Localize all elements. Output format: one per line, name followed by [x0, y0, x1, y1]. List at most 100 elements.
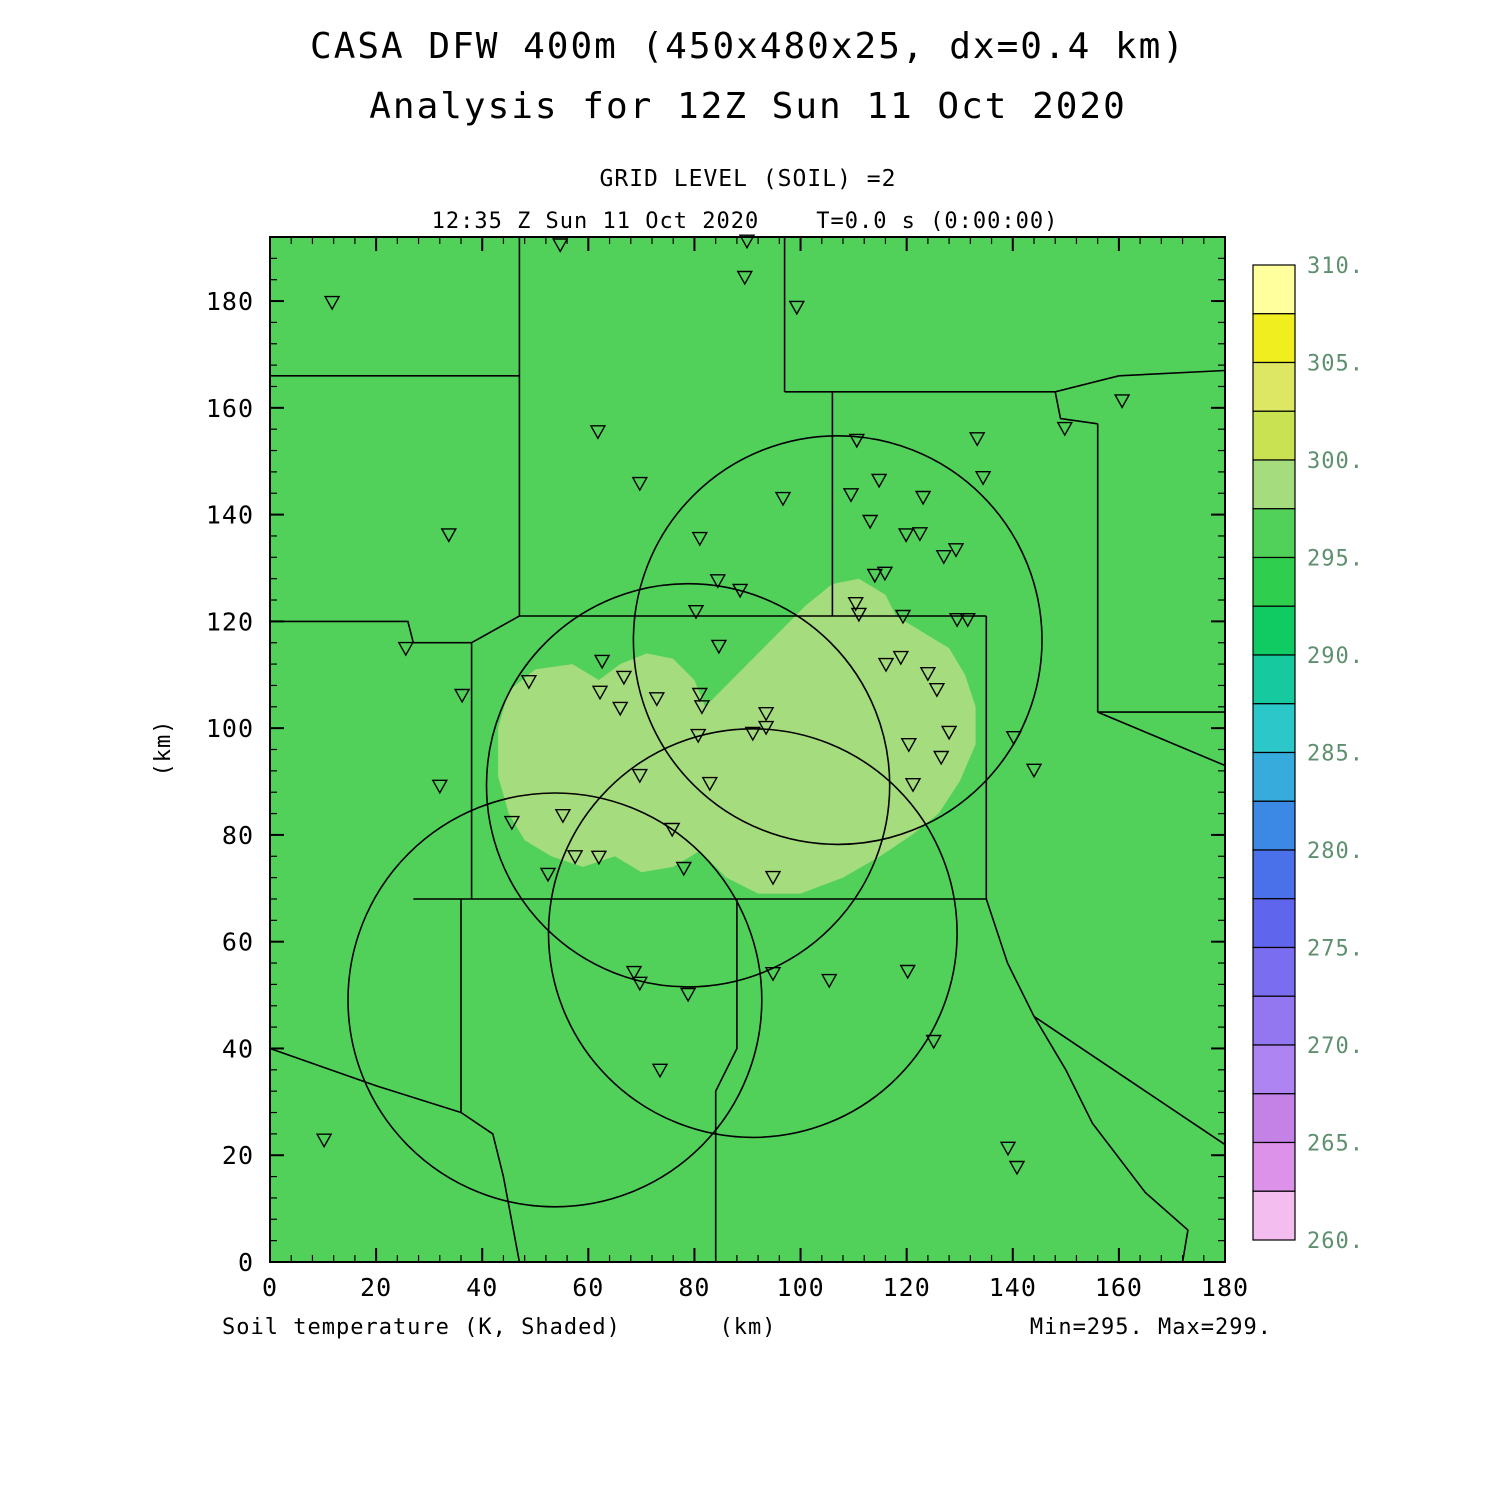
- station-marker: [933, 750, 950, 766]
- colorbar-label: 295.: [1307, 547, 1364, 572]
- colorbar-label: 300.: [1307, 449, 1364, 474]
- y-tick-label: 0: [238, 1248, 254, 1277]
- station-marker: [589, 425, 607, 440]
- x-tick-label: 40: [466, 1273, 498, 1302]
- y-tick-label: 100: [206, 714, 254, 743]
- station-marker: [1025, 763, 1043, 779]
- x-tick-label: 60: [572, 1273, 604, 1302]
- colorbar-segment: [1252, 361, 1296, 412]
- county-boundary: [270, 620, 472, 644]
- colorbar-segment: [1252, 654, 1296, 705]
- station-marker: [503, 815, 521, 831]
- plot-title-line1: CASA DFW 400m (450x480x25, dx=0.4 km): [310, 26, 1186, 67]
- station-marker: [687, 605, 705, 620]
- station-marker: [847, 597, 864, 612]
- station-marker: [651, 1063, 669, 1079]
- station-marker: [899, 964, 916, 980]
- colorbar-segment: [1252, 703, 1296, 754]
- station-marker: [1113, 394, 1131, 409]
- x-tick-label: 120: [883, 1273, 931, 1302]
- y-tick-label: 80: [222, 821, 254, 850]
- station-marker: [876, 566, 894, 582]
- station-marker: [693, 700, 711, 715]
- station-marker: [870, 473, 888, 489]
- x-tick-label: 140: [989, 1273, 1037, 1302]
- colorbar-segment: [1252, 264, 1296, 315]
- county-boundary: [471, 615, 520, 644]
- station-marker: [631, 976, 648, 992]
- station-marker: [591, 685, 609, 701]
- station-marker: [453, 688, 471, 704]
- station-marker: [738, 234, 756, 250]
- station-marker: [397, 641, 414, 657]
- county-boundary: [1055, 369, 1226, 393]
- colorbar-segment: [1252, 605, 1296, 656]
- station-marker: [691, 687, 708, 703]
- colorbar-segment: [1252, 946, 1296, 997]
- station-marker: [554, 809, 572, 824]
- station-marker: [675, 861, 692, 877]
- station-marker: [821, 973, 838, 989]
- x-tick-label: 0: [262, 1273, 278, 1302]
- colorbar-label: 290.: [1307, 644, 1364, 669]
- station-marker: [904, 778, 922, 793]
- station-marker: [566, 850, 584, 865]
- station-marker: [764, 967, 782, 982]
- station-marker: [928, 683, 946, 698]
- colorbar-label: 280.: [1307, 839, 1364, 864]
- station-marker: [757, 720, 775, 736]
- station-marker: [935, 550, 952, 565]
- station-marker: [969, 432, 986, 447]
- station-marker: [897, 528, 915, 543]
- station-marker: [940, 725, 958, 741]
- y-tick-label: 40: [222, 1035, 254, 1064]
- station-marker: [947, 543, 965, 558]
- colorbar-label: 265.: [1307, 1132, 1364, 1157]
- station-marker: [1056, 421, 1073, 437]
- station-marker: [690, 728, 707, 744]
- station-marker: [948, 613, 966, 628]
- x-tick-label: 100: [777, 1273, 825, 1302]
- station-marker: [691, 531, 708, 547]
- colorbar-label: 260.: [1307, 1229, 1364, 1254]
- x-tick-label: 20: [360, 1273, 392, 1302]
- station-marker: [842, 488, 860, 503]
- station-marker: [850, 607, 868, 623]
- station-marker: [440, 528, 457, 543]
- county-boundary: [1054, 391, 1098, 425]
- colorbar-segment: [1252, 1044, 1296, 1095]
- colorbar-label: 275.: [1307, 937, 1364, 962]
- county-boundary: [714, 899, 738, 1262]
- x-tick-label: 160: [1095, 1273, 1143, 1302]
- x-axis-unit-label: (km): [720, 1315, 777, 1340]
- county-boundary: [1097, 711, 1226, 767]
- valid-time-label: 12:35 Z Sun 11 Oct 2020 T=0.0 s (0:00:00…: [432, 209, 1059, 234]
- station-marker: [590, 850, 608, 866]
- station-marker: [894, 609, 912, 625]
- station-marker: [1008, 1160, 1026, 1176]
- y-tick-label: 60: [222, 928, 254, 957]
- station-marker: [679, 987, 697, 1003]
- y-tick-label: 180: [206, 287, 254, 316]
- colorbar-segment: [1252, 751, 1296, 802]
- station-marker: [757, 707, 775, 722]
- colorbar-segment: [1252, 1093, 1296, 1144]
- station-marker: [731, 583, 749, 599]
- colorbar-segment: [1252, 556, 1296, 607]
- station-marker: [900, 738, 917, 753]
- colorbar-segment: [1252, 995, 1296, 1046]
- y-tick-label: 120: [206, 607, 254, 636]
- y-tick-label: 20: [222, 1141, 254, 1170]
- station-marker: [323, 295, 341, 311]
- station-marker: [625, 965, 643, 981]
- radar-range-circle: [632, 434, 1043, 846]
- grid-level-label: GRID LEVEL (SOIL) =2: [600, 166, 897, 192]
- plot-title-line2: Analysis for 12Z Sun 11 Oct 2020: [369, 86, 1127, 127]
- county-boundary: [985, 898, 1035, 1017]
- station-marker: [520, 675, 538, 690]
- county-boundary: [460, 899, 521, 1263]
- station-marker: [925, 1034, 942, 1050]
- colorbar-segment: [1252, 1141, 1296, 1192]
